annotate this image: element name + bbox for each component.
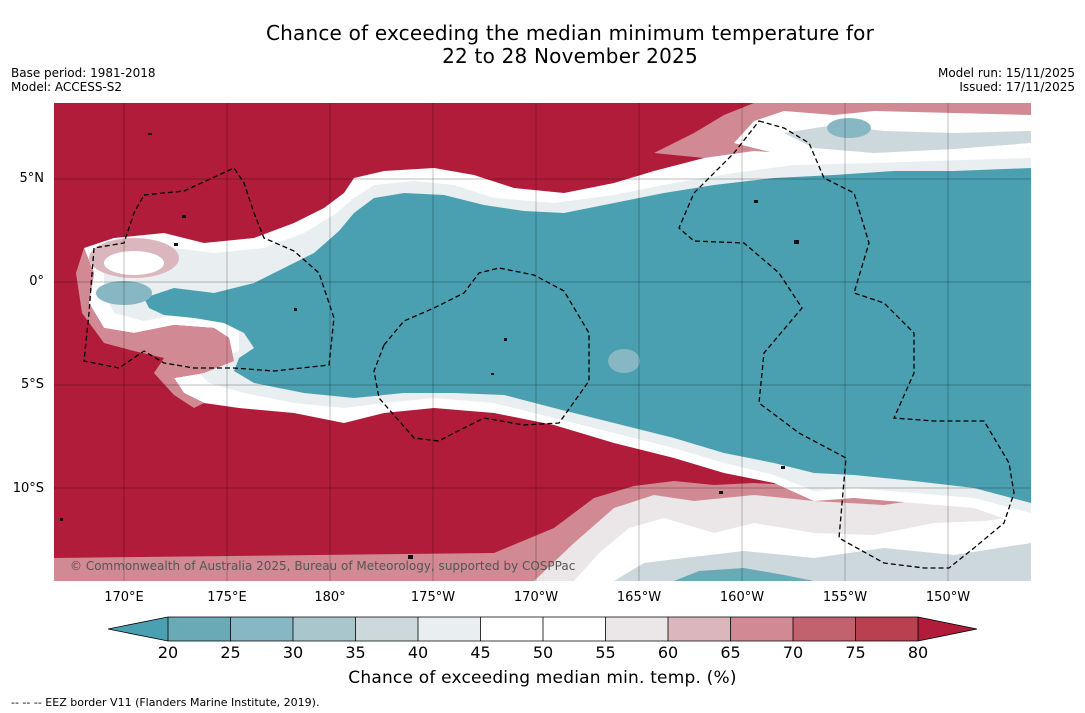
lon-label-170e: 170°E	[104, 590, 144, 605]
map-title: Chance of exceeding the median minimum t…	[0, 22, 1085, 68]
eez-borders	[83, 120, 1015, 569]
below-20-tongue	[144, 168, 1031, 503]
colorbar-above-80	[918, 617, 977, 641]
meta-left: Base period: 1981-2018 Model: ACCESS-S2	[11, 66, 156, 94]
colorbar-outline	[108, 616, 978, 642]
lon-label-155w: 155°W	[822, 590, 868, 605]
colorbar-tick: 45	[470, 643, 491, 662]
base-period: Base period: 1981-2018	[11, 66, 156, 80]
colorbar-dividers	[167, 617, 919, 641]
mid-teal-blob	[608, 349, 640, 373]
lon-label-160w: 160°W	[719, 590, 765, 605]
colorbar-30-35	[293, 617, 356, 641]
lon-label-170w: 170°W	[513, 590, 559, 605]
colorbar-20-25	[168, 617, 231, 641]
eez-footnote: -- -- -- EEZ border V11 (Flanders Marine…	[11, 696, 320, 709]
colorbar-tick: 50	[532, 643, 554, 662]
lon-label-175e: 175°E	[207, 590, 247, 605]
lon-label-180: 180°	[314, 590, 346, 605]
island-speck	[719, 491, 723, 494]
colorbar-tick: 80	[907, 643, 929, 662]
colorbar-35-40	[355, 617, 418, 641]
lon-label-150w: 150°W	[925, 590, 971, 605]
colorbar-tick: 70	[782, 643, 804, 662]
colorbar-40-45	[418, 617, 481, 641]
map-svg	[54, 103, 1031, 581]
island-specks	[60, 133, 799, 559]
title-line-2: 22 to 28 November 2025	[442, 44, 698, 68]
colorbar-tick: 60	[657, 643, 679, 662]
colorbar-60-65	[668, 617, 731, 641]
colorbar-tick: 75	[845, 643, 866, 662]
colorbar-tick: 55	[595, 643, 616, 662]
colorbar-45-50	[480, 617, 543, 641]
ne-teal-blob	[827, 118, 871, 138]
colorbar-25-30	[230, 617, 293, 641]
west-teal-patch	[96, 281, 152, 305]
west-white-blob	[104, 251, 164, 275]
lat-label-10s: 10°S	[12, 481, 44, 496]
island-speck	[794, 240, 799, 244]
eez-line-islands	[678, 120, 1015, 569]
lon-label-165w: 165°W	[616, 590, 662, 605]
colorbar-tick: 40	[407, 643, 429, 662]
eez-phoenix	[373, 267, 590, 442]
colorbar-tick: 35	[345, 643, 366, 662]
map-panel	[54, 103, 1031, 581]
island-speck	[294, 308, 297, 311]
meta-right: Model run: 15/11/2025 Issued: 17/11/2025	[938, 66, 1075, 94]
island-speck	[408, 555, 413, 559]
issued-date: Issued: 17/11/2025	[959, 80, 1075, 94]
colorbar-tick: 65	[720, 643, 741, 662]
colorbar-50-55	[543, 617, 606, 641]
lat-label-5s: 5°S	[20, 377, 44, 392]
island-speck	[491, 373, 494, 375]
colorbar-65-70	[730, 617, 793, 641]
model-name: Model: ACCESS-S2	[11, 80, 123, 94]
island-speck	[60, 518, 63, 521]
colorbar-label: Chance of exceeding median min. temp. (%…	[348, 668, 737, 688]
lat-label-0: 0°	[29, 274, 44, 289]
title-line-1: Chance of exceeding the median minimum t…	[265, 21, 875, 45]
graticule	[54, 103, 1031, 581]
colorbar-55-60	[605, 617, 668, 641]
lat-label-5n: 5°N	[19, 171, 45, 186]
island-speck	[174, 243, 178, 246]
colorbar-below-20	[108, 617, 168, 641]
colorbar-70-75	[793, 617, 856, 641]
island-speck	[182, 215, 186, 218]
island-speck	[754, 200, 758, 203]
colorbar	[108, 616, 978, 642]
island-speck	[504, 338, 507, 341]
south-teal-patch	[674, 568, 814, 581]
colorbar-tick: 30	[282, 643, 304, 662]
island-speck	[781, 466, 785, 469]
eez-kiribati-gilbert	[83, 167, 335, 372]
colorbar-tick: 25	[220, 643, 241, 662]
colorbar-75-80	[855, 617, 918, 641]
island-speck	[148, 133, 152, 135]
model-run: Model run: 15/11/2025	[937, 66, 1075, 80]
lon-label-175w: 175°W	[410, 590, 456, 605]
colorbar-tick: 20	[157, 643, 179, 662]
copyright-text: © Commonwealth of Australia 2025, Bureau…	[70, 559, 576, 573]
